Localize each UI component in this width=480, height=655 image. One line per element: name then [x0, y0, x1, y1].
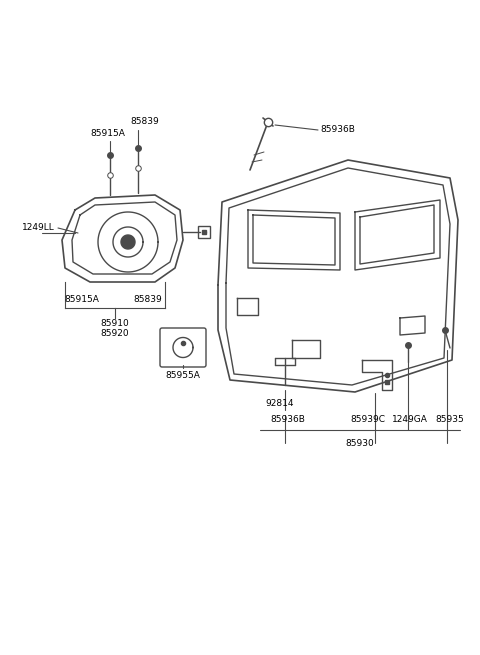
Text: 92814: 92814 — [266, 398, 294, 407]
Text: 85955A: 85955A — [166, 371, 201, 379]
Text: 85839: 85839 — [133, 295, 162, 305]
Text: 85936B: 85936B — [271, 415, 305, 424]
Text: 85915A: 85915A — [91, 128, 125, 138]
Text: 85839: 85839 — [131, 117, 159, 126]
Bar — [198, 226, 210, 238]
Text: 85920: 85920 — [101, 329, 129, 339]
Text: 85930: 85930 — [346, 438, 374, 447]
Text: 85936B: 85936B — [320, 126, 355, 134]
Text: 85939C: 85939C — [350, 415, 385, 424]
Text: 85915A: 85915A — [65, 295, 99, 305]
Text: 85910: 85910 — [101, 320, 130, 329]
Text: 1249LL: 1249LL — [22, 223, 54, 233]
Text: 85935: 85935 — [436, 415, 464, 424]
Polygon shape — [121, 235, 135, 249]
Text: 1249GA: 1249GA — [392, 415, 428, 424]
